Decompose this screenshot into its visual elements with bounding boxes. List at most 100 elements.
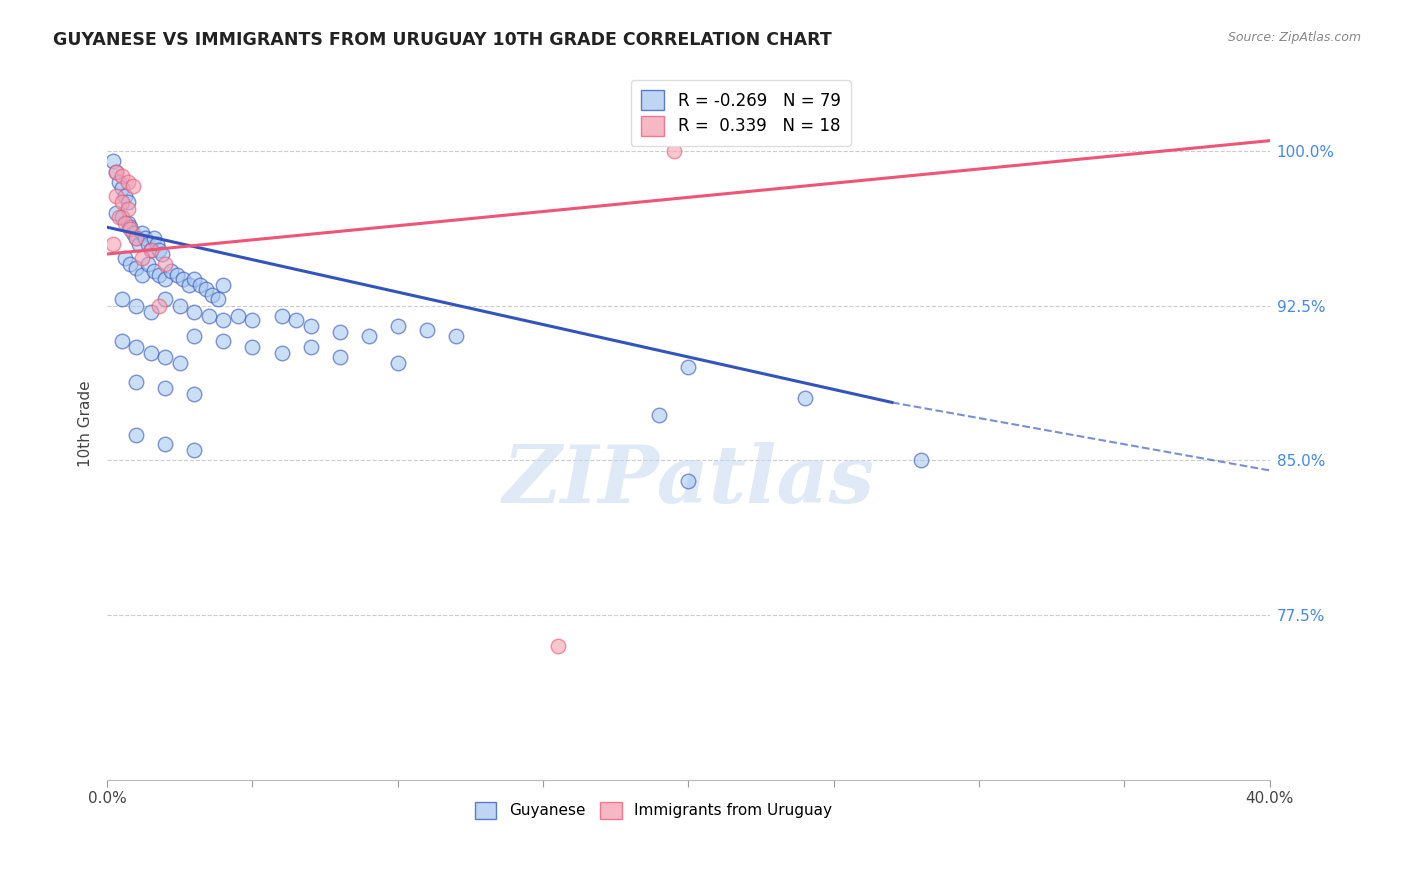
Point <box>125 299 148 313</box>
Point <box>142 263 165 277</box>
Point <box>104 164 127 178</box>
Point <box>212 313 235 327</box>
Point <box>678 360 700 375</box>
Point <box>117 195 139 210</box>
Point <box>201 288 224 302</box>
Point <box>155 350 177 364</box>
Point <box>139 243 162 257</box>
Point <box>910 453 932 467</box>
Text: GUYANESE VS IMMIGRANTS FROM URUGUAY 10TH GRADE CORRELATION CHART: GUYANESE VS IMMIGRANTS FROM URUGUAY 10TH… <box>53 31 832 49</box>
Point <box>104 189 127 203</box>
Point <box>145 236 167 251</box>
Point <box>111 195 134 210</box>
Point <box>270 346 292 360</box>
Point <box>166 268 188 282</box>
Point <box>155 436 177 450</box>
Point <box>136 236 159 251</box>
Point <box>172 272 194 286</box>
Point <box>299 319 322 334</box>
Point <box>142 230 165 244</box>
Point <box>107 210 129 224</box>
Point <box>329 326 352 340</box>
Point <box>212 277 235 292</box>
Y-axis label: 10th Grade: 10th Grade <box>79 381 93 467</box>
Point <box>662 144 685 158</box>
Point <box>242 313 264 327</box>
Point <box>270 309 292 323</box>
Point <box>101 236 124 251</box>
Point <box>198 309 221 323</box>
Point <box>111 169 134 183</box>
Point <box>387 319 409 334</box>
Text: ZIPatlas: ZIPatlas <box>502 442 875 520</box>
Point <box>648 408 671 422</box>
Point <box>195 282 218 296</box>
Point <box>117 202 139 216</box>
Point <box>139 243 162 257</box>
Point <box>299 340 322 354</box>
Point <box>104 164 127 178</box>
Legend: Guyanese, Immigrants from Uruguay: Guyanese, Immigrants from Uruguay <box>470 796 838 825</box>
Point <box>329 350 352 364</box>
Point <box>134 230 156 244</box>
Point <box>155 381 177 395</box>
Point <box>125 230 148 244</box>
Point <box>169 299 191 313</box>
Point <box>188 277 211 292</box>
Point <box>155 272 177 286</box>
Point <box>357 329 380 343</box>
Point <box>183 272 205 286</box>
Point <box>160 263 183 277</box>
Point <box>111 210 134 224</box>
Point <box>125 428 148 442</box>
Point <box>183 442 205 457</box>
Point <box>139 346 162 360</box>
Point <box>136 257 159 271</box>
Point <box>111 293 134 307</box>
Point <box>114 251 136 265</box>
Point <box>155 293 177 307</box>
Text: Source: ZipAtlas.com: Source: ZipAtlas.com <box>1227 31 1361 45</box>
Point <box>242 340 264 354</box>
Point <box>177 277 200 292</box>
Point <box>444 329 467 343</box>
Point <box>104 206 127 220</box>
Point <box>114 216 136 230</box>
Point <box>120 222 142 236</box>
Point <box>101 154 124 169</box>
Point <box>125 375 148 389</box>
Point <box>387 356 409 370</box>
Point <box>678 474 700 488</box>
Point <box>416 323 439 337</box>
Point <box>793 392 815 406</box>
Point <box>117 216 139 230</box>
Point <box>111 181 134 195</box>
Point <box>139 304 162 318</box>
Point <box>155 257 177 271</box>
Point <box>111 334 134 348</box>
Point <box>547 639 569 653</box>
Point <box>212 334 235 348</box>
Point <box>122 179 145 194</box>
Point <box>183 329 205 343</box>
Point <box>148 243 170 257</box>
Point <box>120 257 142 271</box>
Point <box>207 293 229 307</box>
Point <box>125 230 148 244</box>
Point <box>131 227 153 241</box>
Point <box>148 268 170 282</box>
Point <box>122 227 145 241</box>
Point <box>107 175 129 189</box>
Point <box>114 189 136 203</box>
Point <box>150 247 173 261</box>
Point <box>148 299 170 313</box>
Point <box>128 236 150 251</box>
Point <box>125 340 148 354</box>
Point <box>125 261 148 276</box>
Point <box>183 387 205 401</box>
Point <box>117 175 139 189</box>
Point <box>120 220 142 235</box>
Point <box>169 356 191 370</box>
Point <box>226 309 249 323</box>
Point <box>285 313 308 327</box>
